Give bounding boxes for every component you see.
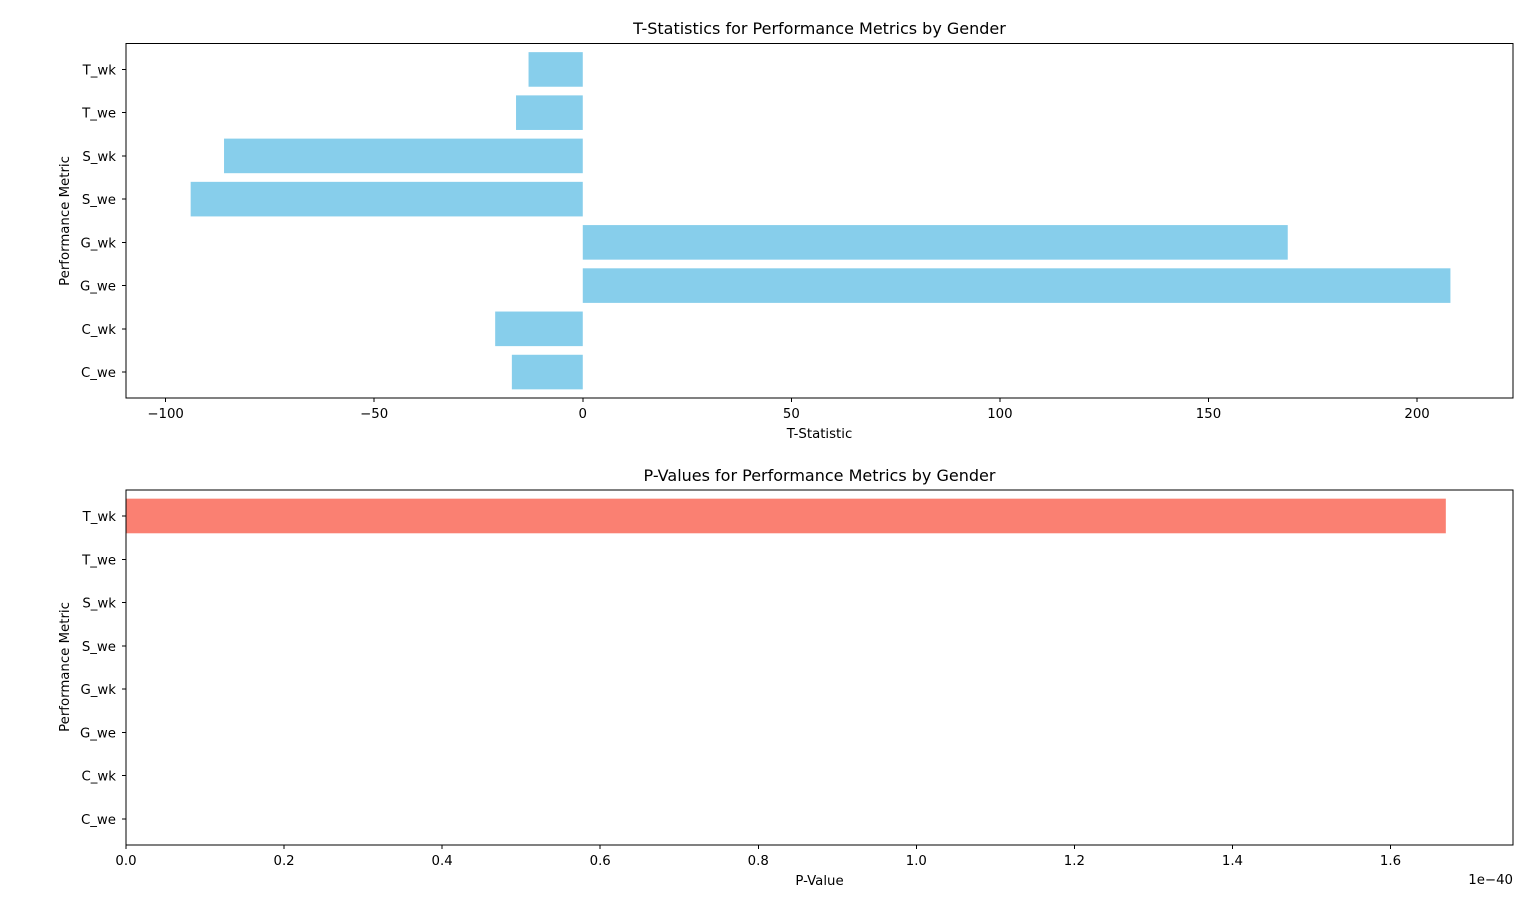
bar-c-wk	[495, 311, 583, 347]
y-tick-label: T_we	[81, 107, 116, 122]
x-tick-label: −50	[360, 407, 388, 422]
y-tick-label: S_we	[82, 193, 116, 208]
y-tick-label: T_wk	[82, 510, 117, 525]
y-tick-label: G_wk	[80, 683, 116, 698]
bar-g-we	[582, 268, 1451, 303]
pvalue-y-axis-label: Performance Metric	[58, 602, 73, 732]
y-tick-label: T_we	[81, 553, 116, 568]
bar-g-wk	[582, 225, 1288, 260]
y-tick-label: C_wk	[81, 323, 116, 338]
x-tick-label: 0	[579, 407, 587, 422]
tstat-y-axis-label: Performance Metric	[58, 156, 73, 286]
bar-c-we	[511, 354, 583, 390]
x-tick-label: 200	[1404, 407, 1429, 422]
tstat-chart: T-Statistics for Performance Metrics by …	[58, 19, 1514, 442]
pvalue-plot-frame	[125, 489, 1514, 846]
y-tick-label: S_we	[82, 640, 116, 655]
pvalue-x-ticks: 0.0 0.2 0.4 0.6 0.8 1.0 1.2 1.4 1.6	[115, 845, 1401, 869]
y-tick-label: G_we	[80, 280, 116, 295]
pvalue-x-axis-label: P-Value	[795, 874, 843, 889]
x-tick-label: 100	[987, 407, 1012, 422]
y-tick-label: S_wk	[82, 597, 116, 612]
x-tick-label: 150	[1196, 407, 1221, 422]
tstat-y-ticks: C_we C_wk G_we G_wk S_we S_wk T_we T_wk	[80, 63, 126, 381]
pvalue-y-ticks: C_we C_wk G_we G_wk S_we S_wk T_we T_wk	[80, 510, 126, 828]
y-tick-label: S_wk	[82, 150, 116, 165]
tstat-x-ticks: −100 −50 0 50 100 150 200	[147, 398, 1430, 422]
x-tick-label: 50	[783, 407, 800, 422]
x-tick-label: 1.4	[1222, 854, 1243, 869]
tstat-plot-frame	[125, 43, 1514, 399]
x-tick-label: 0.2	[273, 854, 294, 869]
pvalue-chart-title: P-Values for Performance Metrics by Gend…	[644, 466, 996, 485]
bar-t-wk	[126, 498, 1446, 534]
y-tick-label: T_wk	[82, 63, 117, 78]
y-tick-label: C_wk	[81, 770, 116, 785]
x-tick-label: 0.4	[432, 854, 453, 869]
x-tick-label: 1.2	[1064, 854, 1085, 869]
pvalue-chart: P-Values for Performance Metrics by Gend…	[58, 466, 1514, 889]
x-tick-label: −100	[147, 407, 184, 422]
tstat-x-axis-label: T-Statistic	[786, 427, 853, 442]
y-tick-label: G_wk	[80, 236, 116, 251]
y-tick-label: G_we	[80, 726, 116, 741]
x-tick-label: 1.0	[906, 854, 927, 869]
bar-s-wk	[224, 138, 583, 174]
bar-t-wk	[528, 52, 583, 87]
bar-t-we	[516, 95, 583, 130]
tstat-bars	[190, 52, 1451, 390]
x-tick-label: 1.6	[1380, 854, 1401, 869]
x-tick-label: 0.6	[590, 854, 611, 869]
pvalue-bars	[126, 498, 1446, 534]
bar-s-we	[190, 181, 583, 217]
tstat-chart-title: T-Statistics for Performance Metrics by …	[632, 19, 1006, 38]
y-tick-label: C_we	[81, 366, 116, 381]
pvalue-x-offset-label: 1e−40	[1468, 873, 1513, 888]
y-tick-label: C_we	[81, 813, 116, 828]
x-tick-label: 0.0	[115, 854, 136, 869]
x-tick-label: 0.8	[748, 854, 769, 869]
